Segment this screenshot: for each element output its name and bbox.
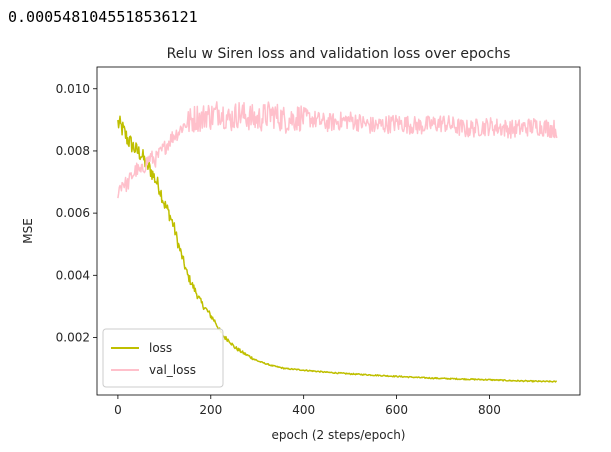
y-tick-label: 0.008 [56, 144, 90, 158]
series-line-val-loss [117, 101, 558, 199]
y-tick-label: 0.004 [56, 268, 90, 282]
y-axis-label: MSE [21, 218, 35, 244]
y-tick-label: 0.002 [56, 330, 90, 344]
x-axis-label: epoch (2 steps/epoch) [272, 428, 406, 442]
x-tick-label: 800 [478, 403, 501, 417]
y-tick-label: 0.010 [56, 82, 90, 96]
legend-label-loss: loss [149, 341, 172, 355]
chart-title: Relu w Siren loss and validation loss ov… [167, 46, 511, 62]
x-tick-label: 600 [385, 403, 408, 417]
series-line-loss [117, 115, 557, 383]
plot-area [117, 101, 558, 383]
x-tick-label: 0 [114, 403, 122, 417]
printed-output-value: 0.0005481045518536121 [8, 8, 198, 26]
axes-frame [96, 66, 581, 396]
legend-box [102, 328, 224, 388]
legend: loss val_loss [102, 328, 224, 388]
axis-ticks: 0 200 400 600 800 0.002 0.004 0.006 0.008 0.010 [56, 82, 501, 417]
x-tick-label: 400 [292, 403, 315, 417]
x-tick-label: 200 [199, 403, 222, 417]
y-tick-label: 0.006 [56, 206, 90, 220]
legend-label-val-loss: val_loss [149, 363, 196, 377]
